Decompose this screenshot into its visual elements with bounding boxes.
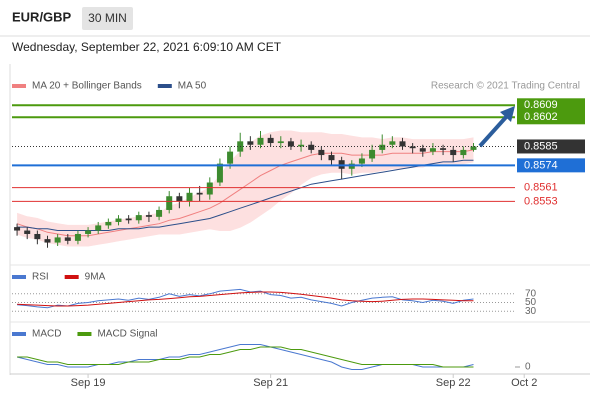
- x-tick-label: Sep 21: [253, 377, 288, 389]
- y-tick-label: 30: [525, 306, 537, 317]
- timestamp: Wednesday, September 22, 2021 6:09:10 AM…: [12, 40, 282, 54]
- candle-body: [227, 151, 234, 164]
- legend-swatch: [12, 84, 26, 88]
- legend-label: RSI: [32, 272, 49, 283]
- x-tick-label: Sep 22: [436, 377, 471, 389]
- legend-label: MACD: [32, 329, 61, 340]
- candle-body: [409, 146, 416, 149]
- candle-body: [125, 218, 132, 221]
- y-tick-label: 0: [525, 362, 531, 373]
- candle-body: [34, 233, 41, 240]
- candle-body: [95, 225, 102, 231]
- credit: Research © 2021 Trading Central: [431, 81, 580, 92]
- candle-body: [156, 209, 163, 217]
- candle-body: [257, 137, 264, 145]
- candle-body: [287, 141, 294, 147]
- legend-swatch: [12, 275, 26, 279]
- bollinger-upper: [16, 130, 474, 226]
- candle-body: [369, 149, 376, 159]
- moving-average: [16, 149, 474, 237]
- legend-swatch: [157, 84, 172, 88]
- y-tick-label: 50: [525, 297, 537, 308]
- candle-body: [450, 149, 457, 156]
- legend-label: MA 50: [178, 81, 207, 92]
- candle-body: [145, 215, 152, 217]
- candle-body: [74, 233, 81, 241]
- candle-body: [298, 144, 305, 147]
- y-tick-label: 70: [525, 288, 537, 299]
- candle-body: [206, 182, 213, 195]
- symbol: EUR/GBP: [12, 9, 72, 24]
- x-tick-label: Sep 19: [71, 377, 106, 389]
- candle-body: [318, 149, 325, 156]
- candle-body: [105, 221, 112, 226]
- candle-body: [440, 148, 447, 150]
- bollinger-lower: [16, 161, 474, 247]
- candle-body: [115, 218, 122, 222]
- candle-body: [267, 137, 274, 144]
- indicator-line: [17, 291, 474, 307]
- price-level-label: 0.8561: [524, 182, 558, 194]
- candle-body: [399, 141, 406, 147]
- plot-layers: MA 20 + Bollinger Bands MA 50 0.86090.8602…: [12, 81, 585, 389]
- candle-body: [429, 148, 436, 152]
- candle-body: [54, 237, 61, 243]
- candle-body: [196, 192, 203, 195]
- candle-body: [14, 227, 21, 231]
- price-level-box: [517, 158, 585, 173]
- candle-body: [166, 196, 173, 210]
- candle-body: [247, 141, 254, 145]
- moving-average: [17, 159, 474, 231]
- price-level-label: 0.8553: [524, 195, 558, 207]
- price-level-box: [517, 139, 585, 154]
- trend-arrow: [478, 114, 509, 148]
- candle-body: [44, 239, 51, 243]
- indicator-line: [17, 288, 474, 309]
- price-level-label: 0.8609: [524, 99, 558, 111]
- price-level-box: [517, 98, 585, 113]
- candle-body: [358, 158, 365, 164]
- candle-body: [328, 155, 335, 161]
- candle-body: [135, 215, 142, 221]
- candle-body: [176, 196, 183, 202]
- price-level-label: 0.8574: [524, 159, 558, 171]
- candle-body: [24, 230, 31, 234]
- price-level-box: [517, 110, 585, 125]
- trend-arrow-head: [500, 106, 515, 122]
- legend-swatch: [64, 275, 79, 279]
- candle-body: [64, 237, 71, 241]
- x-tick-label: Oct 2: [511, 377, 537, 389]
- candle-body: [186, 192, 193, 202]
- candle-body: [85, 230, 92, 234]
- legend-label: MA 20 + Bollinger Bands: [32, 81, 142, 92]
- indicator-line: [17, 346, 474, 368]
- legend-label: MACD Signal: [97, 329, 157, 340]
- legend-swatch: [77, 332, 92, 336]
- candle-body: [308, 144, 315, 150]
- legend-swatch: [12, 332, 26, 336]
- candle-body: [470, 146, 477, 150]
- interval-pill[interactable]: [82, 7, 133, 30]
- candle-body: [419, 148, 426, 152]
- candle-body: [216, 163, 223, 183]
- legend-label: 9MA: [85, 272, 106, 283]
- price-level-label: 0.8585: [524, 140, 558, 152]
- candle-body: [379, 144, 386, 150]
- candle-body: [389, 141, 396, 145]
- candle-body: [460, 149, 467, 156]
- price-level-label: 0.8602: [524, 111, 558, 123]
- candle-body: [277, 141, 284, 144]
- interval[interactable]: 30 MIN: [88, 11, 127, 25]
